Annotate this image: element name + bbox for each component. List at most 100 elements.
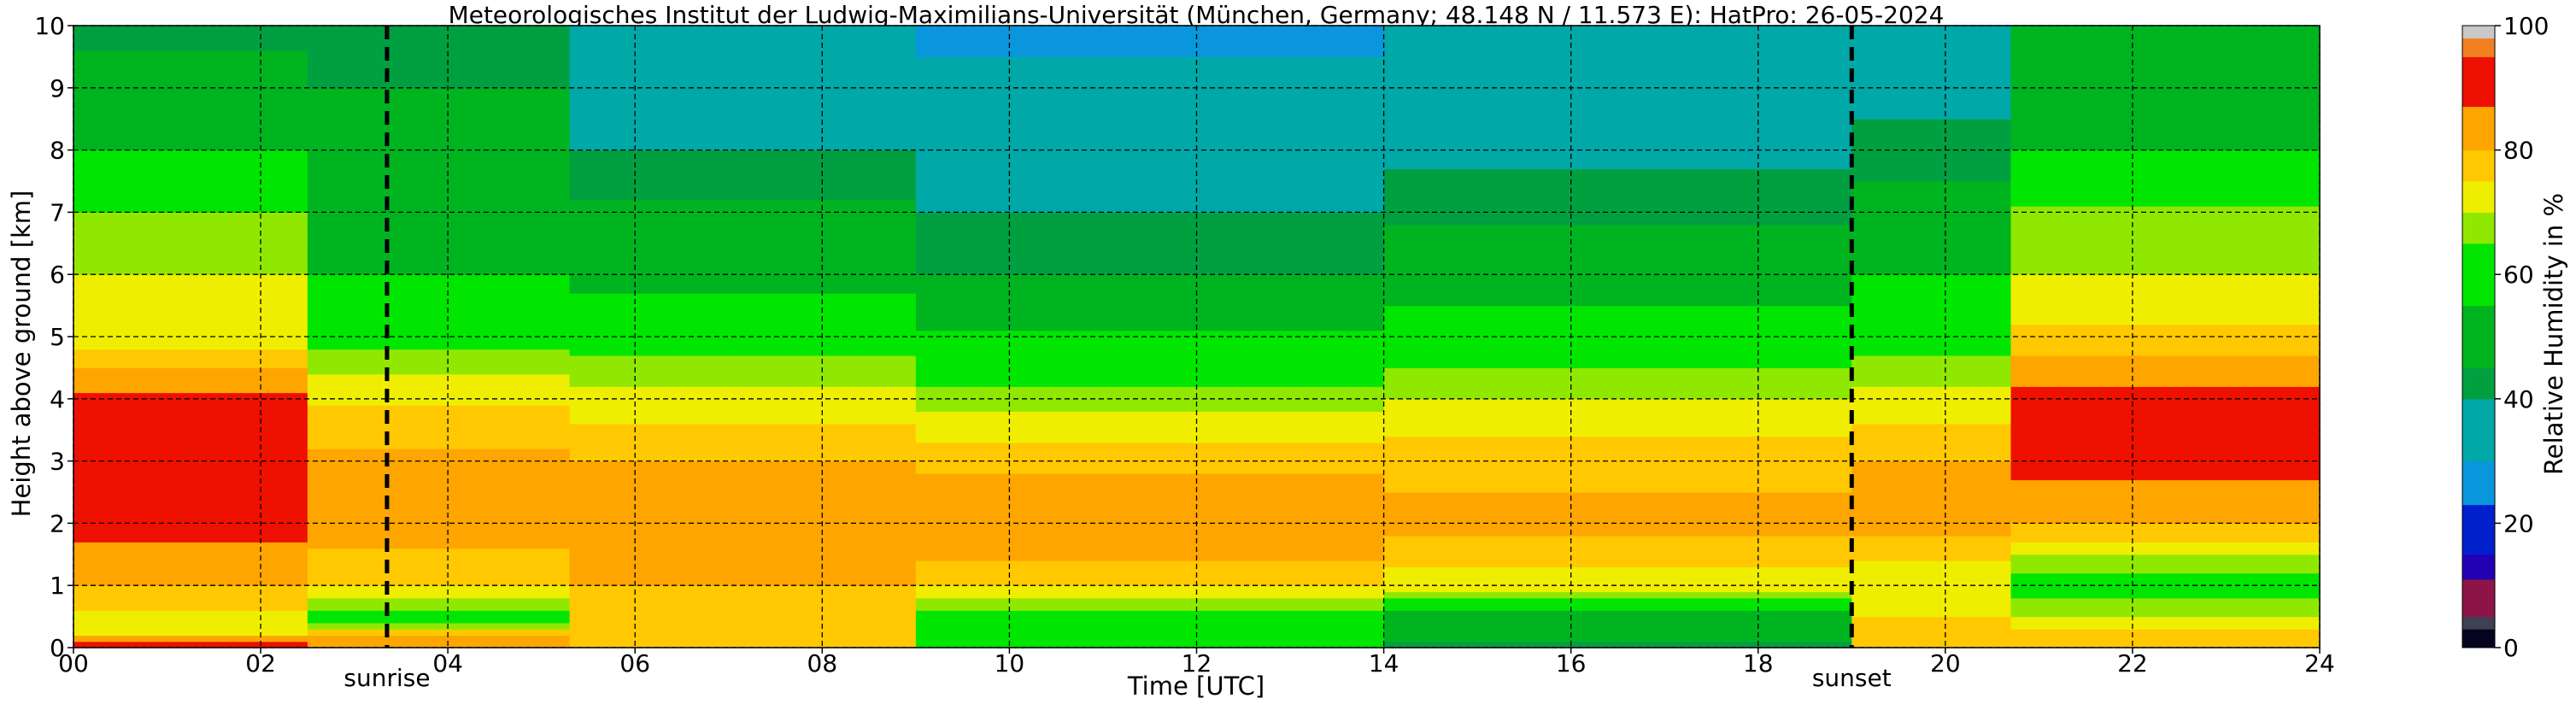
heatmap-cell-4-90 [1383,81,1852,89]
heatmap-cell-0-78 [73,155,308,163]
heatmap-cell-5-33 [1851,436,2012,443]
heatmap-cell-6-3 [2010,622,2321,630]
heatmap-cell-6-68 [2010,218,2321,226]
heatmap-cell-1-17 [307,536,571,543]
heatmap-cell-3-63 [915,249,1385,256]
heatmap-cell-2-83 [569,125,917,132]
heatmap-cell-3-33 [915,436,1385,443]
heatmap-cell-2-7 [569,597,917,605]
heatmap-cell-4-83 [1383,125,1852,132]
heatmap-cell-6-71 [2010,199,2321,207]
heatmap-cell-2-32 [569,442,917,449]
heatmap-cell-0-34 [73,430,308,437]
heatmap-cell-3-7 [915,597,1385,605]
heatmap-cell-3-56 [915,293,1385,300]
heatmap-cell-5-89 [1851,87,2012,95]
heatmap-cell-0-49 [73,337,308,343]
heatmap-cell-4-25 [1383,485,1852,493]
heatmap-cell-4-14 [1383,554,1852,561]
heatmap-cell-0-8 [73,591,308,599]
colorbar-tick-label-100: 100 [2503,12,2549,40]
heatmap-cell-6-32 [2010,442,2321,449]
heatmap-cell-4-6 [1383,604,1852,611]
heatmap-cell-4-61 [1383,261,1852,269]
y-tick-label-7: 7 [50,198,65,226]
heatmap-cell-5-45 [1851,361,2012,368]
heatmap-cell-5-9 [1851,585,2012,593]
heatmap-cell-3-17 [915,536,1385,543]
heatmap-cell-6-43 [2010,373,2321,381]
heatmap-cell-0-40 [73,392,308,400]
heatmap-cell-6-86 [2010,106,2321,114]
heatmap-cell-5-10 [1851,578,2012,586]
heatmap-cell-2-34 [569,430,917,437]
heatmap-cell-0-62 [73,255,308,263]
heatmap-cell-6-29 [2010,461,2321,468]
heatmap-cell-4-73 [1383,187,1852,195]
heatmap-cell-2-26 [569,479,917,487]
heatmap-cell-3-46 [915,355,1385,362]
heatmap-cell-6-31 [2010,449,2321,455]
colorbar-segment-13 [2462,106,2495,151]
heatmap-cell-4-69 [1383,212,1852,220]
heatmap-cell-5-90 [1851,81,2012,89]
heatmap-cell-4-51 [1383,324,1852,331]
heatmap-cell-5-0 [1851,641,2012,648]
heatmap-cell-6-27 [2010,473,2321,481]
heatmap-cell-0-73 [73,187,308,195]
heatmap-cell-1-85 [307,112,571,120]
heatmap-cell-3-68 [915,218,1385,226]
heatmap-cell-0-47 [73,349,308,356]
heatmap-cell-6-76 [2010,168,2321,176]
heatmap-cell-3-93 [915,62,1385,70]
heatmap-cell-2-0 [569,641,917,648]
heatmap-cell-3-19 [915,523,1385,531]
heatmap-cell-6-56 [2010,293,2321,300]
heatmap-cell-1-53 [307,311,571,319]
heatmap-cell-5-69 [1851,212,2012,220]
heatmap-cell-4-95 [1383,50,1852,57]
heatmap-cell-4-60 [1383,267,1852,275]
heatmap-cell-0-53 [73,311,308,319]
heatmap-cell-0-60 [73,267,308,275]
heatmap-cell-4-29 [1383,461,1852,468]
heatmap-cell-6-47 [2010,349,2321,356]
heatmap-cell-6-14 [2010,554,2321,561]
colorbar-segment-12 [2462,150,2495,182]
heatmap-cell-6-81 [2010,138,2321,144]
heatmap-cell-3-58 [915,280,1385,288]
heatmap-cell-0-68 [73,218,308,226]
heatmap-cell-4-98 [1383,32,1852,39]
heatmap-cell-5-2 [1851,629,2012,637]
heatmap-cell-4-10 [1383,578,1852,586]
heatmap-cell-1-63 [307,249,571,256]
heatmap-cell-4-40 [1383,392,1852,400]
heatmap-cell-0-86 [73,106,308,114]
y-tick-label-1: 1 [50,572,65,600]
heatmap-cell-3-14 [915,554,1385,561]
heatmap-cell-2-28 [569,466,917,474]
heatmap-cell-0-30 [73,455,308,462]
heatmap-cell-0-85 [73,112,308,120]
heatmap-cell-0-22 [73,504,308,512]
heatmap-cell-4-39 [1383,398,1852,406]
colorbar-segment-0 [2462,629,2495,648]
heatmap-cell-4-87 [1383,100,1852,108]
heatmap-cell-6-96 [2010,44,2321,51]
heatmap-cell-3-12 [915,566,1385,574]
heatmap-cell-4-56 [1383,293,1852,300]
heatmap-cell-6-51 [2010,324,2321,331]
heatmap-cell-1-35 [307,423,571,431]
heatmap-cell-1-96 [307,44,571,51]
heatmap-cell-4-57 [1383,286,1852,294]
y-tick-label-3: 3 [50,448,65,476]
heatmap-cell-2-38 [569,405,917,412]
heatmap-cell-3-82 [915,131,1385,138]
heatmap-cell-0-96 [73,44,308,51]
heatmap-cell-2-55 [569,299,917,307]
heatmap-cell-5-75 [1851,174,2012,182]
heatmap-cell-5-56 [1851,293,2012,300]
heatmap-cell-2-81 [569,138,917,144]
heatmap-cell-0-88 [73,94,308,101]
